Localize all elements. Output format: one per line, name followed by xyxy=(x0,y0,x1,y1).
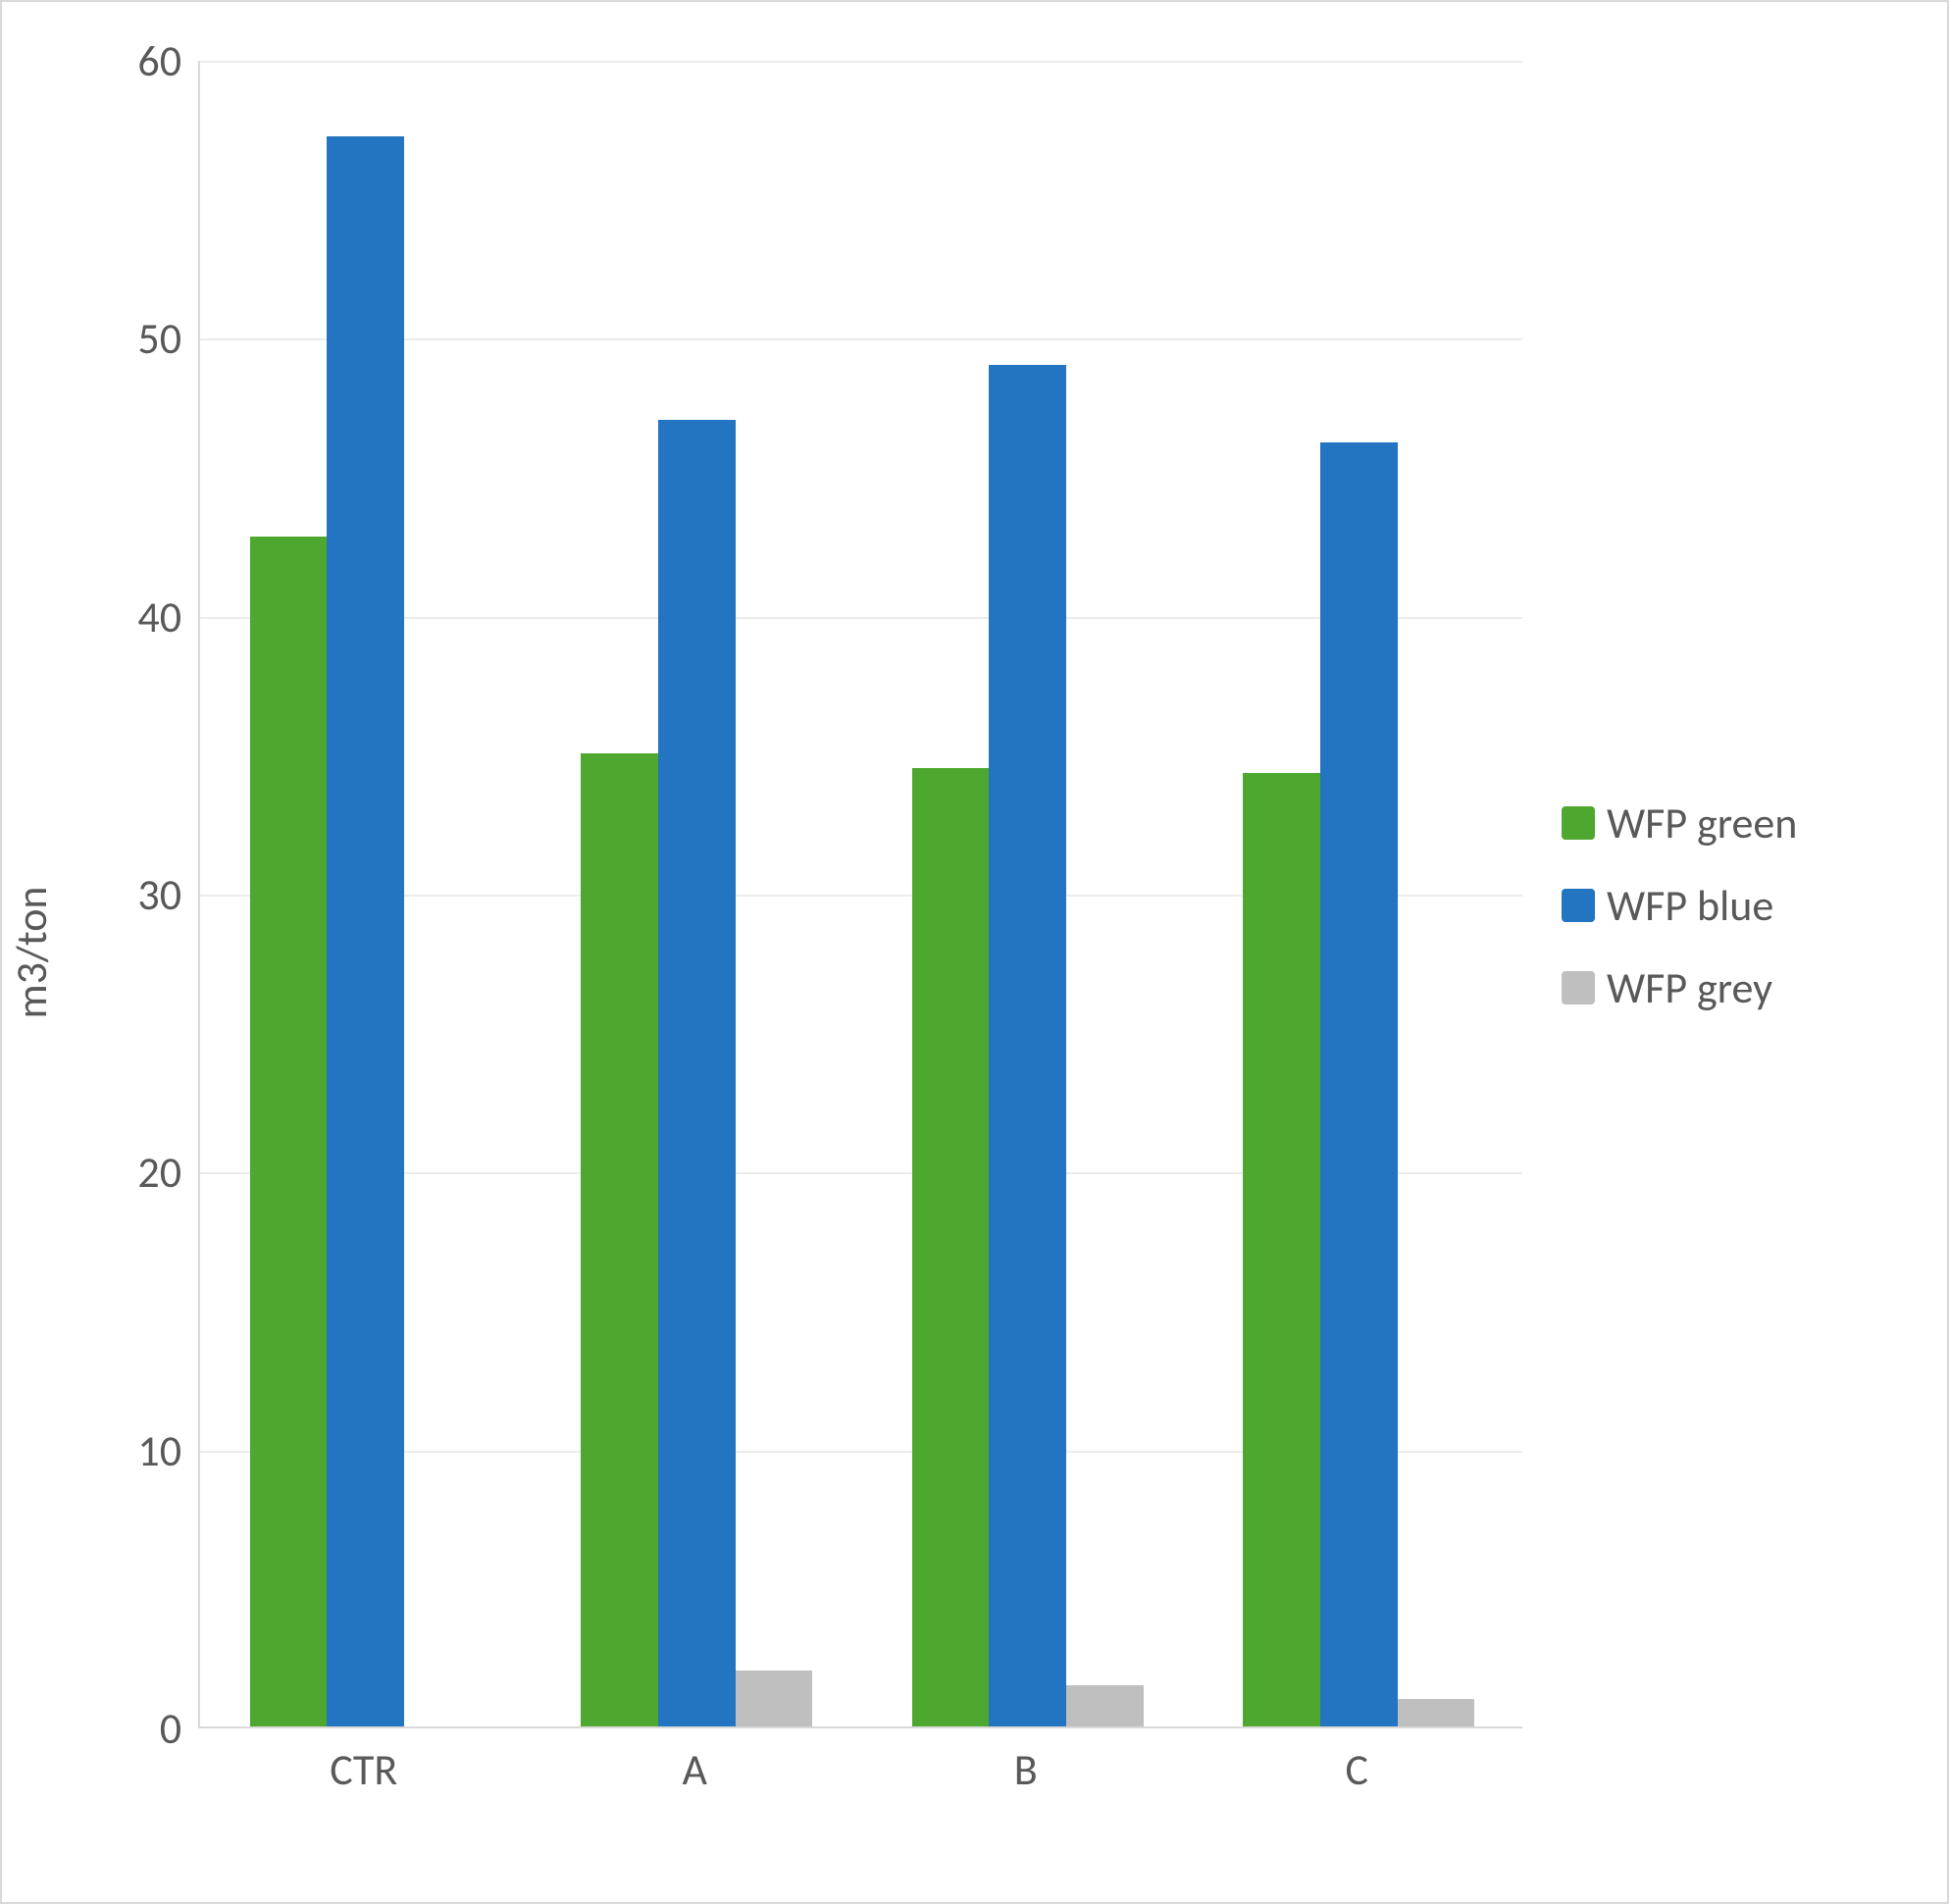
legend-item: WFP green xyxy=(1562,797,1797,849)
bar xyxy=(658,420,736,1726)
y-tick-label: 10 xyxy=(83,1424,181,1477)
bar xyxy=(250,537,328,1726)
legend-swatch xyxy=(1562,889,1595,922)
legend: WFP green WFP blue WFP grey xyxy=(1562,797,1797,1014)
x-tick-label: B xyxy=(1014,1743,1038,1796)
legend-item: WFP grey xyxy=(1562,961,1797,1014)
y-tick-label: 30 xyxy=(83,868,181,921)
chart-container: m3/ton WFP green WFP blue WFP grey 0 10 20 30… xyxy=(0,0,1949,1904)
y-tick-label: 50 xyxy=(83,312,181,365)
legend-label: WFP green xyxy=(1607,797,1797,849)
bar xyxy=(327,136,404,1726)
bar xyxy=(912,768,990,1727)
legend-label: WFP grey xyxy=(1607,961,1772,1014)
legend-label: WFP blue xyxy=(1607,879,1773,932)
x-tick-label: A xyxy=(683,1743,707,1796)
y-tick-label: 40 xyxy=(83,591,181,643)
bar xyxy=(1243,773,1320,1726)
bar xyxy=(1398,1699,1475,1726)
legend-swatch xyxy=(1562,806,1595,840)
legend-item: WFP blue xyxy=(1562,879,1797,932)
y-tick-label: 20 xyxy=(83,1146,181,1199)
y-axis-label: m3/ton xyxy=(5,886,58,1018)
bar xyxy=(736,1671,813,1726)
bar xyxy=(581,753,658,1726)
legend-swatch xyxy=(1562,971,1595,1004)
bar xyxy=(989,365,1066,1726)
x-tick-label: C xyxy=(1346,1743,1368,1796)
y-tick-label: 60 xyxy=(83,34,181,87)
bar xyxy=(1320,442,1398,1726)
y-tick-label: 0 xyxy=(83,1702,181,1755)
plot-area xyxy=(198,61,1522,1728)
x-tick-label: CTR xyxy=(330,1743,397,1796)
bar xyxy=(1066,1685,1144,1727)
gridline xyxy=(200,61,1522,63)
